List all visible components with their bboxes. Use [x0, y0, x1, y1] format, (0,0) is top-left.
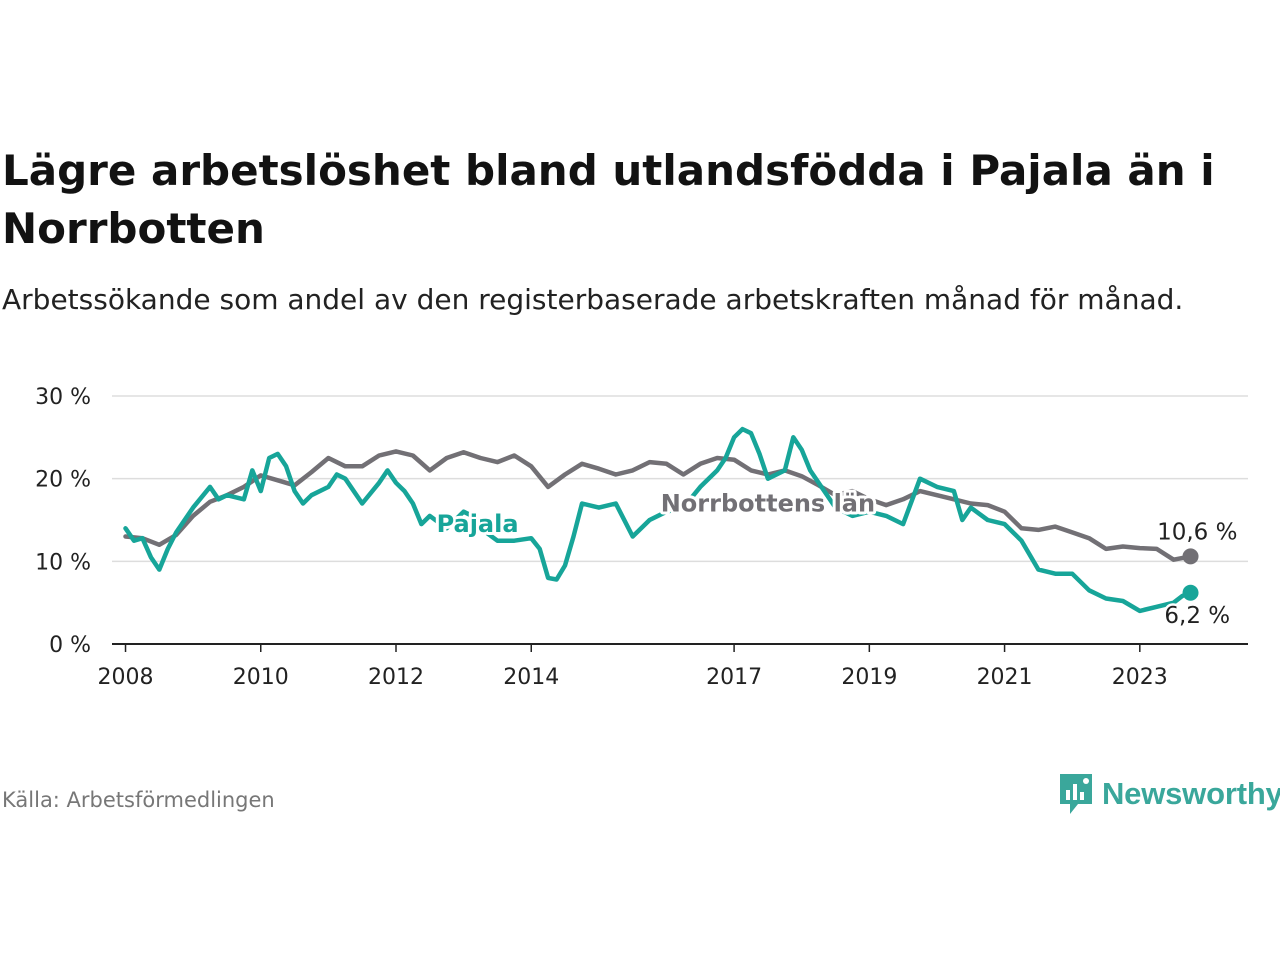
x-tick-label: 2012 — [368, 665, 424, 690]
newsworthy-icon — [1060, 774, 1092, 814]
y-tick-label: 20 % — [35, 468, 91, 493]
y-tick-label: 30 % — [35, 385, 91, 410]
x-tick-label: 2023 — [1112, 665, 1168, 690]
chart-subtitle: Arbetssökande som andel av den registerb… — [2, 283, 1184, 316]
x-tick-label: 2010 — [233, 665, 289, 690]
series-labels: Norrbottens län Pajala 10,6 % 6,2 % — [434, 486, 1240, 631]
x-tick-label: 2017 — [706, 665, 762, 690]
series-line-norrbotten — [123, 449, 1193, 562]
series-name-label: Pajala — [437, 510, 519, 538]
series-line-pajala — [123, 426, 1193, 614]
chart-title: Lägre arbetslöshet bland utlandsfödda i … — [2, 146, 1215, 253]
x-tick-label: 2014 — [503, 665, 559, 690]
end-value-label: 10,6 % — [1157, 520, 1237, 546]
y-tick-label: 10 % — [35, 550, 91, 575]
newsworthy-logo: Newsworthy — [1058, 772, 1280, 816]
y-tick-label: 0 % — [49, 633, 91, 658]
end-point-norrbotten — [1182, 548, 1199, 565]
line-chart: 0 % 10 % 20 % 30 % 2008 2010 2012 2014 2017 2019… — [35, 385, 1248, 690]
source-note: Källa: Arbetsförmedlingen — [2, 788, 275, 812]
series-name-label: Norrbottens län — [661, 489, 875, 517]
series-lines — [123, 426, 1199, 614]
x-tick-label: 2021 — [977, 665, 1033, 690]
end-point-pajala — [1182, 584, 1199, 601]
y-axis-ticks: 0 % 10 % 20 % 30 % — [35, 385, 91, 658]
x-axis-ticks: 2008 2010 2012 2014 2017 2019 2021 2023 — [98, 644, 1168, 690]
x-tick-label: 2008 — [98, 665, 154, 690]
brand-name: Newsworthy — [1102, 776, 1280, 811]
end-value-label: 6,2 % — [1164, 603, 1230, 629]
x-tick-label: 2019 — [841, 665, 897, 690]
